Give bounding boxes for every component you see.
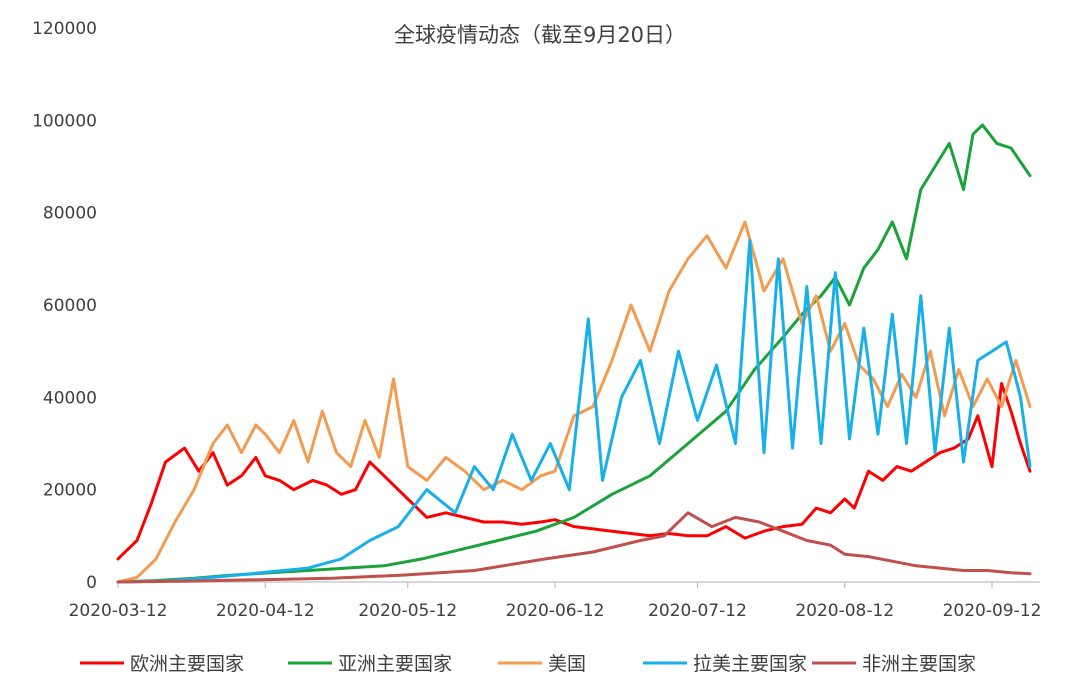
x-tick-label: 2020-03-12 bbox=[69, 601, 168, 621]
x-tick-label: 2020-04-12 bbox=[216, 601, 315, 621]
series-line-3 bbox=[116, 238, 1032, 584]
y-tick-label: 40000 bbox=[43, 388, 97, 408]
y-tick-label: 60000 bbox=[43, 296, 97, 316]
y-tick-label: 120000 bbox=[32, 19, 97, 39]
x-tick-label: 2020-07-12 bbox=[648, 601, 747, 621]
legend-label-0: 欧洲主要国家 bbox=[130, 653, 244, 675]
series-line-0 bbox=[116, 382, 1032, 561]
legend-label-2: 美国 bbox=[548, 653, 586, 675]
series-line-2 bbox=[116, 220, 1032, 584]
series-lines bbox=[116, 123, 1032, 584]
legend-label-1: 亚洲主要国家 bbox=[338, 653, 452, 675]
y-axis-ticks: 0 20000 40000 60000 80000 100000 120000 bbox=[32, 19, 97, 593]
x-axis-ticks: 2020-03-12 2020-04-12 2020-05-12 2020-06-12… bbox=[69, 582, 1042, 621]
series-line-4 bbox=[116, 511, 1032, 584]
chart-title: 全球疫情动态（截至9月20日） bbox=[394, 23, 686, 47]
x-tick-label: 2020-06-12 bbox=[506, 601, 605, 621]
x-tick-label: 2020-08-12 bbox=[795, 601, 894, 621]
x-tick-label: 2020-09-12 bbox=[943, 601, 1042, 621]
x-tick-label: 2020-05-12 bbox=[358, 601, 457, 621]
legend-label-4: 非洲主要国家 bbox=[862, 653, 976, 675]
y-tick-label: 80000 bbox=[43, 204, 97, 224]
y-tick-label: 100000 bbox=[32, 111, 97, 131]
series-line-1 bbox=[116, 123, 1032, 584]
y-tick-label: 20000 bbox=[43, 481, 97, 501]
legend-label-3: 拉美主要国家 bbox=[693, 653, 807, 675]
y-tick-label: 0 bbox=[86, 573, 97, 593]
legend: 欧洲主要国家 亚洲主要国家 美国 拉美主要国家 非洲主要国家 bbox=[80, 653, 976, 675]
